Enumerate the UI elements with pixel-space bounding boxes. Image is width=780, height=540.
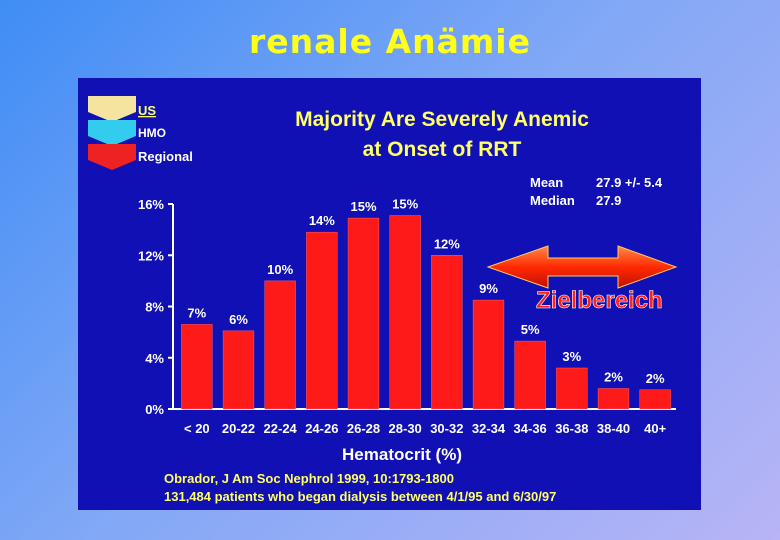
bar xyxy=(514,340,546,410)
bar-data-label: 10% xyxy=(267,262,293,277)
x-tick-label: 22-24 xyxy=(264,421,298,436)
legend-swatch-us xyxy=(88,96,136,122)
footnote-cohort: 131,484 patients who began dialysis betw… xyxy=(164,489,556,504)
bar xyxy=(639,389,671,410)
x-tick-label: 20-22 xyxy=(222,421,255,436)
bar-data-label: 2% xyxy=(646,371,665,386)
x-tick-label: 32-34 xyxy=(472,421,506,436)
bar xyxy=(556,367,588,410)
bar-data-label: 5% xyxy=(521,322,540,337)
bar xyxy=(389,215,421,410)
bar-data-label: 15% xyxy=(392,197,418,212)
bar xyxy=(472,299,505,410)
double-headed-arrow xyxy=(486,245,678,289)
y-tick-label: 4% xyxy=(145,351,164,366)
bar xyxy=(347,217,380,410)
stat-mean-label: Mean xyxy=(530,175,563,190)
chart-subtitle: at Onset of RRT xyxy=(363,138,522,161)
zielbereich-label: Zielbereich xyxy=(536,287,663,314)
bar-data-label: 2% xyxy=(604,370,623,385)
x-tick-label: 38-40 xyxy=(597,421,630,436)
y-tick-label: 12% xyxy=(138,248,164,263)
bar-data-label: 9% xyxy=(479,281,498,296)
stat-median-label: Median xyxy=(530,193,575,208)
bar xyxy=(597,388,630,410)
y-tick-label: 16% xyxy=(138,197,164,212)
bar-data-label: 12% xyxy=(434,236,460,251)
stat-median-value: 27.9 xyxy=(596,193,621,208)
bar-data-label: 3% xyxy=(562,349,581,364)
x-tick-label: 36-38 xyxy=(555,421,588,436)
x-tick-label: < 20 xyxy=(184,421,210,436)
slide-title: renale Anämie xyxy=(249,22,531,61)
bar xyxy=(306,231,338,410)
x-tick-label: 34-36 xyxy=(514,421,547,436)
bar-data-label: 15% xyxy=(350,199,376,214)
bar-data-label: 14% xyxy=(309,213,335,228)
x-tick-label: 30-32 xyxy=(430,421,463,436)
legend-label-us: US xyxy=(138,103,156,118)
x-tick-label: 24-26 xyxy=(305,421,338,436)
x-tick-label: 26-28 xyxy=(347,421,380,436)
y-tick-label: 8% xyxy=(145,300,164,315)
legend-swatch-regional xyxy=(88,144,136,170)
legend-label-regional: Regional xyxy=(138,149,193,164)
bar-data-label: 7% xyxy=(187,305,206,320)
bar xyxy=(431,255,463,410)
bar-data-label: 6% xyxy=(229,312,248,327)
x-tick-label: 40+ xyxy=(644,421,666,436)
legend-label-hmo: HMO xyxy=(138,126,166,140)
bar xyxy=(181,324,213,410)
footnote-citation: Obrador, J Am Soc Nephrol 1999, 10:1793-… xyxy=(164,471,454,486)
chart-title: Majority Are Severely Anemic xyxy=(295,108,589,131)
x-axis-label: Hematocrit (%) xyxy=(342,445,462,464)
bar xyxy=(222,330,255,410)
y-tick-label: 0% xyxy=(145,402,164,417)
chart-panel: US HMO Regional Majority Are Severely An… xyxy=(78,78,701,510)
bar xyxy=(264,280,296,410)
stat-mean-value: 27.9 +/- 5.4 xyxy=(596,175,663,190)
x-tick-label: 28-30 xyxy=(389,421,422,436)
legend-swatch-hmo xyxy=(88,120,136,146)
chart-svg: US HMO Regional Majority Are Severely An… xyxy=(88,96,678,504)
